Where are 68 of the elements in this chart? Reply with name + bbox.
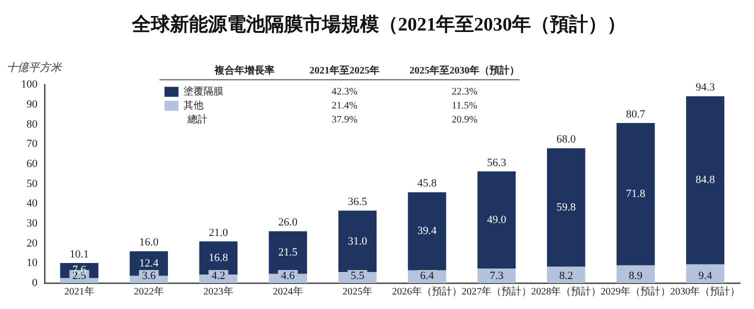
data-label: 9.4 xyxy=(698,270,713,282)
data-label: 16.8 xyxy=(208,252,228,264)
y-tick-label: 50 xyxy=(26,178,38,190)
x-tick-label: 2024年 xyxy=(272,286,303,298)
data-label: 71.8 xyxy=(626,188,646,200)
bar xyxy=(408,192,446,270)
data-label: 49.0 xyxy=(486,214,507,226)
annotation: 11.5% xyxy=(452,100,478,112)
legend-label: 其他 xyxy=(184,99,204,112)
chart-title: 全球新能源電池隔膜市場規模（2021年至2030年（預計）） xyxy=(131,13,626,36)
annotation: 22.3% xyxy=(452,86,478,98)
annotation: 42.3% xyxy=(332,86,358,98)
total-label: 94.3 xyxy=(696,82,716,94)
data-label: 3.6 xyxy=(142,270,156,282)
y-tick-label: 20 xyxy=(26,237,38,250)
x-tick-label: 2025年 xyxy=(342,286,372,298)
total-label: 26.0 xyxy=(278,216,298,229)
data-label: 59.8 xyxy=(556,201,576,214)
total-label: 21.0 xyxy=(208,226,228,239)
legend-label: 塗覆隔膜 xyxy=(184,85,224,98)
data-label: 8.2 xyxy=(559,270,573,282)
y-tick-label: 70 xyxy=(26,138,38,150)
y-axis-title: 十億平方米 xyxy=(6,60,62,74)
y-tick-label: 100 xyxy=(21,78,38,91)
data-label: 4.6 xyxy=(281,270,296,282)
x-tick-label: 2027年（預計） xyxy=(462,286,532,298)
y-tick-label: 90 xyxy=(26,98,38,111)
y-tick-label: 10 xyxy=(26,257,38,270)
x-tick-label: 2023年 xyxy=(203,286,234,298)
total-label: 68.0 xyxy=(556,134,576,146)
annotation: 37.9% xyxy=(332,114,358,126)
data-label: 7.3 xyxy=(490,270,504,282)
y-tick-label: 0 xyxy=(32,276,38,289)
y-tick-label: 30 xyxy=(26,217,38,230)
text: 2025年至2030年（預計） xyxy=(410,64,520,76)
x-tick-label: 2021年 xyxy=(64,286,94,298)
annotation: 21.4% xyxy=(332,100,358,112)
data-label: 12.4 xyxy=(139,257,159,270)
data-label: 31.0 xyxy=(348,235,368,248)
text: 2021年至2025年 xyxy=(310,64,380,76)
annotation: 20.9% xyxy=(452,114,478,126)
annotation: 總計 xyxy=(186,113,208,126)
data-label: 4.2 xyxy=(212,270,226,282)
y-tick-label: 60 xyxy=(26,158,38,170)
x-tick-label: 2022年 xyxy=(134,286,164,298)
y-tick-label: 40 xyxy=(26,198,38,210)
total-label: 80.7 xyxy=(626,108,646,120)
x-tick-label: 2026年（預計） xyxy=(392,286,462,298)
total-label: 10.1 xyxy=(70,248,89,260)
bar xyxy=(686,96,724,264)
bar xyxy=(616,123,655,266)
x-tick-label: 2030年（預計） xyxy=(670,286,740,298)
x-tick-label: 2028年（預計） xyxy=(531,286,602,298)
data-label: 8.9 xyxy=(628,270,644,282)
total-label: 36.5 xyxy=(348,196,368,208)
y-tick-label: 80 xyxy=(26,118,38,130)
text: 複合年增長率 xyxy=(214,64,274,76)
total-label: 45.8 xyxy=(417,178,438,190)
data-label: 6.4 xyxy=(420,270,434,282)
data-label: 21.5 xyxy=(278,246,298,258)
data-label: 5.5 xyxy=(350,270,365,282)
bar xyxy=(547,148,586,267)
data-label: 84.8 xyxy=(696,174,716,186)
bar xyxy=(338,210,377,272)
total-label: 16.0 xyxy=(139,236,159,249)
total-label: 56.3 xyxy=(486,156,507,169)
data-label: 39.4 xyxy=(417,225,438,238)
x-tick-label: 2029年（預計） xyxy=(600,286,671,298)
